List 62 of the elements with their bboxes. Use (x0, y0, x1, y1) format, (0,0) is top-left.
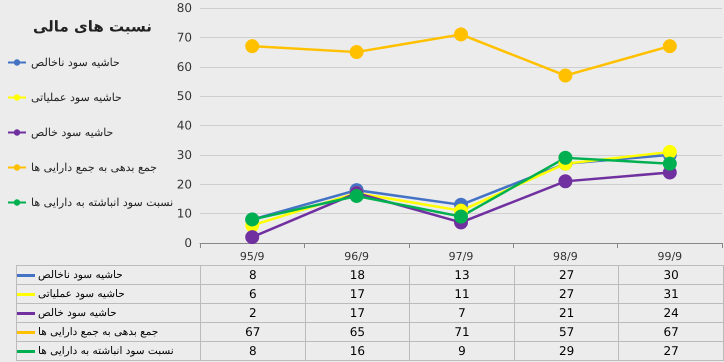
x-tick-label: 98/9 (553, 250, 578, 263)
data-label: 21 (514, 304, 619, 322)
point (454, 210, 468, 224)
y-tick-label: 30 (176, 148, 192, 162)
data-label: 24 (618, 304, 724, 322)
data-label: 13 (410, 266, 514, 284)
y-tick-label: 0 (184, 236, 192, 250)
data-label: 17 (305, 284, 410, 304)
legend-label: حاشیه سود خالص (31, 126, 114, 139)
data-label: 27 (618, 342, 724, 360)
x-tick-label: 96/9 (344, 250, 369, 263)
data-label: 29 (514, 342, 619, 360)
data-label: 8 (200, 342, 306, 360)
data-label: 71 (410, 322, 514, 342)
point (245, 39, 260, 54)
legend-label: حاشیه سود عملیاتی (31, 91, 122, 104)
point (558, 68, 572, 83)
data-label: 6 (200, 284, 306, 304)
point (662, 144, 677, 159)
legend-label: نسبت سود انباشته به دارایی ها (31, 196, 174, 209)
point (350, 45, 364, 60)
point (245, 230, 260, 244)
data-label: 27 (514, 266, 619, 284)
y-tick-label: 10 (176, 206, 192, 221)
point (662, 39, 677, 54)
text: نسبت سود انباشته به دارایی ها (38, 345, 174, 357)
legend-label: جمع بدهی به جمع دارایی ها (31, 161, 157, 174)
data-label: 27 (514, 284, 619, 304)
data-label: 18 (305, 266, 410, 284)
y-tick-label: 20 (176, 177, 192, 192)
point (662, 156, 677, 171)
x-tick-label: 97/9 (448, 250, 474, 263)
point (454, 27, 468, 42)
y-tick-label: 70 (176, 30, 192, 44)
text: حاشیه سود ناخالص (31, 56, 120, 69)
point (350, 189, 364, 203)
point (558, 150, 572, 165)
data-label: 30 (618, 266, 724, 284)
data-label: 65 (305, 322, 410, 342)
data-label: 57 (514, 322, 619, 342)
data-label: 31 (618, 284, 724, 304)
data-label: 11 (410, 284, 514, 304)
y-tick-label: 80 (176, 1, 192, 15)
text: حاشیه سود عملیاتی (38, 288, 125, 300)
data-label: 2 (200, 304, 306, 322)
y-tick-label: 40 (176, 118, 192, 132)
text: جمع بدهی به جمع دارایی ها (38, 326, 158, 338)
x-tick-label: 95/9 (240, 250, 265, 263)
data-label: 9 (410, 342, 514, 360)
text: نسبت های مالی (33, 18, 152, 36)
data-label: 67 (618, 322, 724, 342)
y-tick-label: 60 (176, 60, 192, 74)
point (558, 174, 572, 188)
legend-label: حاشیه سود ناخالص (38, 269, 123, 281)
data-label: 16 (305, 342, 410, 360)
y-tick-label: 50 (176, 89, 192, 104)
text: حاشیه سود خالص (38, 307, 117, 319)
x-tick-label: 99/9 (657, 250, 682, 263)
data-label: 17 (305, 304, 410, 322)
data-label: 8 (200, 266, 306, 284)
data-label: 67 (200, 322, 306, 342)
data-label: 7 (410, 304, 514, 322)
